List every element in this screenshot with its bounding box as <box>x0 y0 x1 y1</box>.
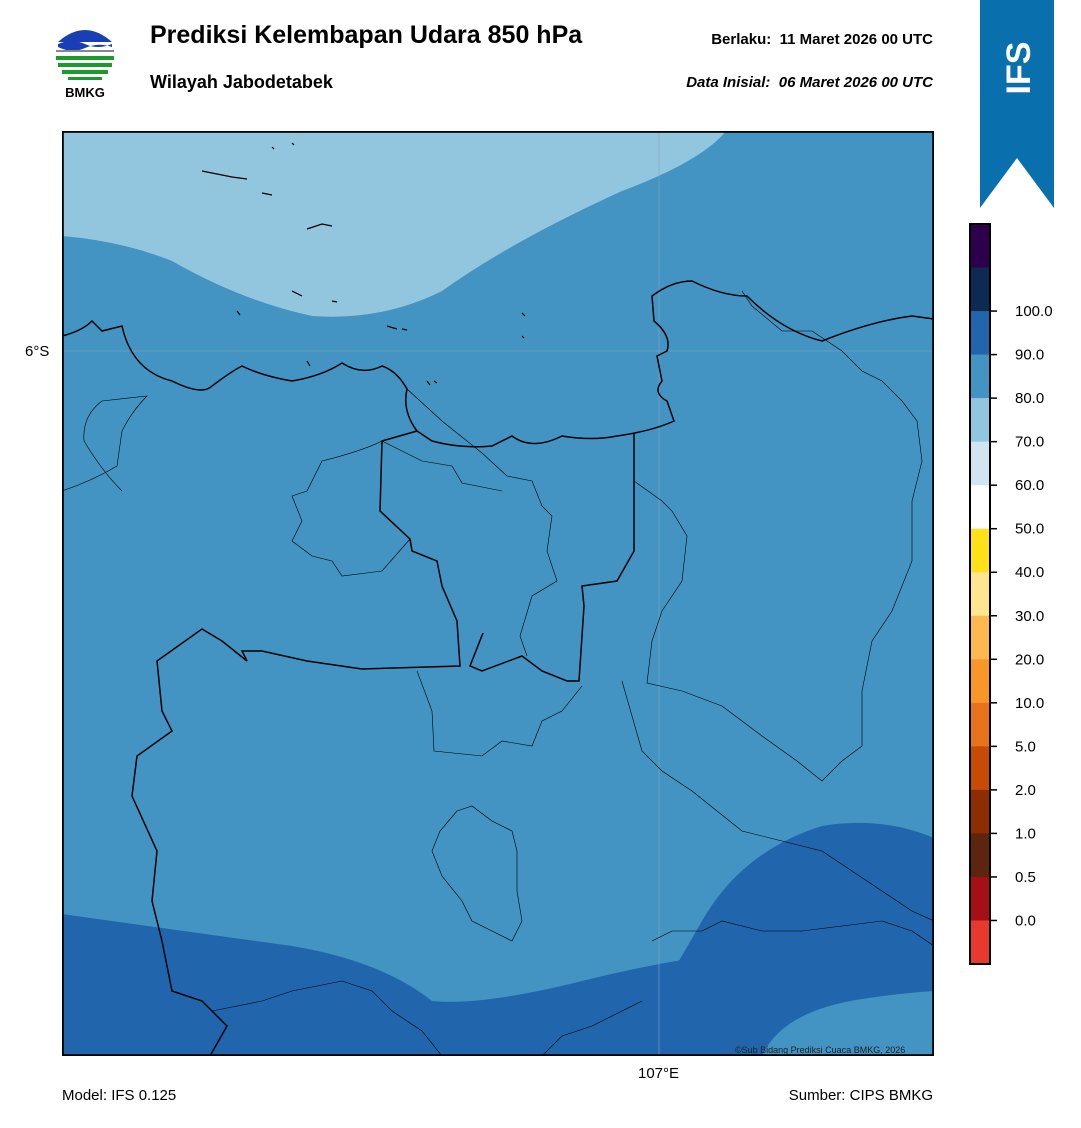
colorbar-block <box>970 441 990 486</box>
colorbar-label: 80.0 <box>1015 390 1044 407</box>
colorbar-label: 50.0 <box>1015 521 1044 538</box>
source-info: Sumber: CIPS BMKG <box>788 1087 933 1104</box>
colorbar-block <box>970 398 990 443</box>
colorbar-block <box>970 659 990 704</box>
colorbar-block <box>970 746 990 791</box>
colorbar-labels: 100.0 90.0 80.0 70.0 60.0 50.0 40.0 30.0 20.0 10.… <box>990 303 1053 929</box>
colorbar-label: 5.0 <box>1015 738 1036 755</box>
colorbar-block <box>970 789 990 834</box>
colorbar-block <box>970 267 990 312</box>
colorbar-label: 40.0 <box>1015 564 1044 581</box>
valid-value: 11 Maret 2026 00 UTC <box>779 31 933 48</box>
humidity-map <box>62 131 934 1056</box>
ifs-badge-text: IFS <box>1000 42 1038 95</box>
valid-time: Berlaku: 11 Maret 2026 00 UTC <box>711 31 933 48</box>
thousand-islands <box>201 142 526 386</box>
colorbar: 100.0 90.0 80.0 70.0 60.0 50.0 40.0 30.0 20.0 10.… <box>969 223 1053 965</box>
humidity-60-70-region <box>62 131 726 317</box>
humidity-70-80-region-se <box>762 991 934 1056</box>
map-subtitle: Wilayah Jabodetabek <box>150 72 333 92</box>
colorbar-block <box>970 354 990 399</box>
bmkg-logo <box>54 22 116 84</box>
latitude-label: 6°S <box>25 343 50 360</box>
colorbar-label: 90.0 <box>1015 347 1044 364</box>
colorbar-label: 0.0 <box>1015 912 1036 929</box>
colorbar-label: 10.0 <box>1015 695 1044 712</box>
logo-text: BMKG <box>65 85 105 100</box>
colorbar-label: 30.0 <box>1015 608 1044 625</box>
ifs-badge: IFS <box>980 0 1054 208</box>
colorbar-block <box>970 833 990 878</box>
colorbar-block <box>970 311 990 356</box>
province-border <box>131 430 635 1056</box>
colorbar-block <box>970 572 990 617</box>
model-info: Model: IFS 0.125 <box>62 1087 177 1104</box>
colorbar-label: 0.5 <box>1015 869 1036 886</box>
colorbar-label: 70.0 <box>1015 434 1044 451</box>
init-value: 06 Maret 2026 00 UTC <box>778 74 933 91</box>
colorbar-label: 100.0 <box>1015 303 1053 320</box>
colorbar-block <box>970 920 990 965</box>
colorbar-block <box>970 485 990 530</box>
colorbar-label: 1.0 <box>1015 825 1036 842</box>
init-time: Data Inisial: 06 Maret 2026 00 UTC <box>686 74 933 91</box>
colorbar-block <box>970 224 990 269</box>
coastline <box>62 280 934 448</box>
colorbar-blocks <box>970 224 990 965</box>
colorbar-label: 20.0 <box>1015 651 1044 668</box>
colorbar-label: 2.0 <box>1015 782 1036 799</box>
colorbar-block <box>970 615 990 660</box>
map-title: Prediksi Kelembapan Udara 850 hPa <box>150 21 583 49</box>
valid-label: Berlaku: <box>711 31 772 48</box>
regency-borders <box>62 290 934 1056</box>
colorbar-block <box>970 876 990 921</box>
colorbar-label: 60.0 <box>1015 477 1044 494</box>
init-label: Data Inisial: <box>686 74 771 91</box>
colorbar-block <box>970 702 990 747</box>
colorbar-block <box>970 528 990 573</box>
longitude-label: 107°E <box>638 1065 680 1082</box>
humidity-80-90-region-east <box>622 822 934 1056</box>
map-credit: ©Sub Bidang Prediksi Cuaca BMKG, 2026 <box>735 1045 906 1055</box>
